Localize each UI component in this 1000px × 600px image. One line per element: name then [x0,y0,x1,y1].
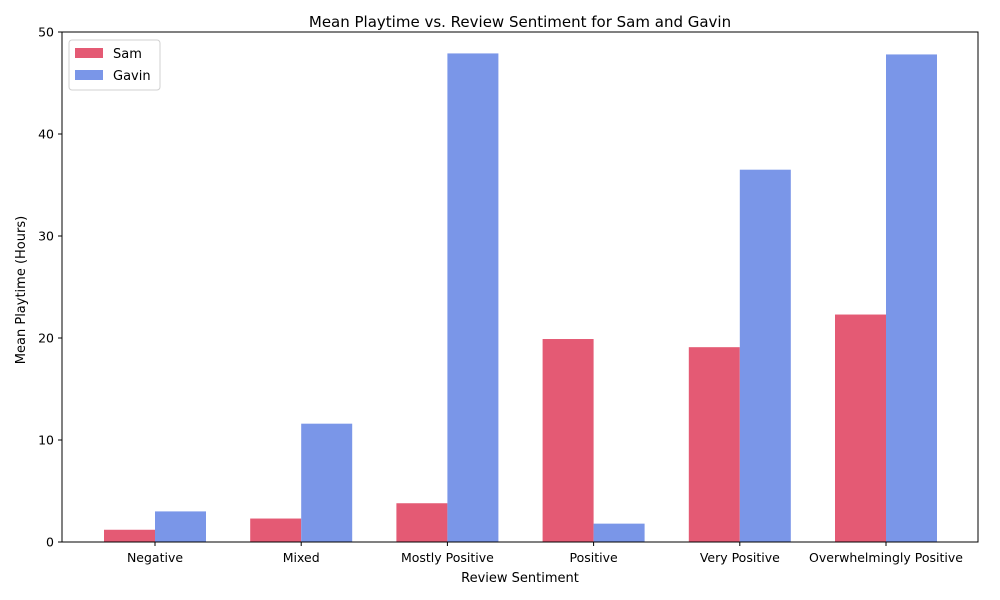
legend-swatch-sam [75,48,103,58]
bars-layer [104,53,937,543]
bar-gavin-2 [447,53,499,543]
x-tick-label-1: Mixed [283,550,320,565]
bar-gavin-1 [301,423,353,542]
axes-layer [61,31,979,543]
chart-title: Mean Playtime vs. Review Sentiment for S… [309,13,731,31]
y-tick-label-3: 30 [38,229,54,244]
bar-gavin-0 [155,511,206,542]
bar-sam-4 [688,347,740,542]
bar-gavin-3 [593,523,645,542]
bar-sam-1 [250,518,302,542]
y-tick-label-2: 20 [38,331,54,346]
x-tick-label-0: Negative [127,550,183,565]
legend: Sam Gavin [68,39,161,91]
bar-gavin-5 [886,54,937,542]
legend-label-gavin: Gavin [113,69,151,84]
plot-frame [61,31,979,543]
y-tick-label-5: 50 [38,25,54,40]
bar-sam-3 [542,339,594,542]
x-tick-label-2: Mostly Positive [401,550,494,565]
bar-sam-0 [104,529,155,542]
x-tick-label-3: Positive [570,550,618,565]
legend-label-sam: Sam [113,47,142,62]
legend-swatch-gavin [75,70,103,80]
bar-sam-2 [396,503,448,542]
y-tick-label-4: 40 [38,127,54,142]
y-tick-label-1: 10 [38,433,54,448]
ticks-layer: 0 10 20 30 40 50 Negative Mixed Mostly Positive P… [38,25,963,566]
y-tick-label-0: 0 [46,535,54,550]
bar-gavin-4 [739,169,791,542]
x-tick-label-5: Overwhelmingly Positive [809,550,963,565]
x-tick-label-4: Very Positive [700,550,780,565]
x-axis-title: Review Sentiment [461,571,579,586]
y-axis-title: Mean Playtime (Hours) [14,216,29,364]
bar-sam-5 [835,314,886,542]
